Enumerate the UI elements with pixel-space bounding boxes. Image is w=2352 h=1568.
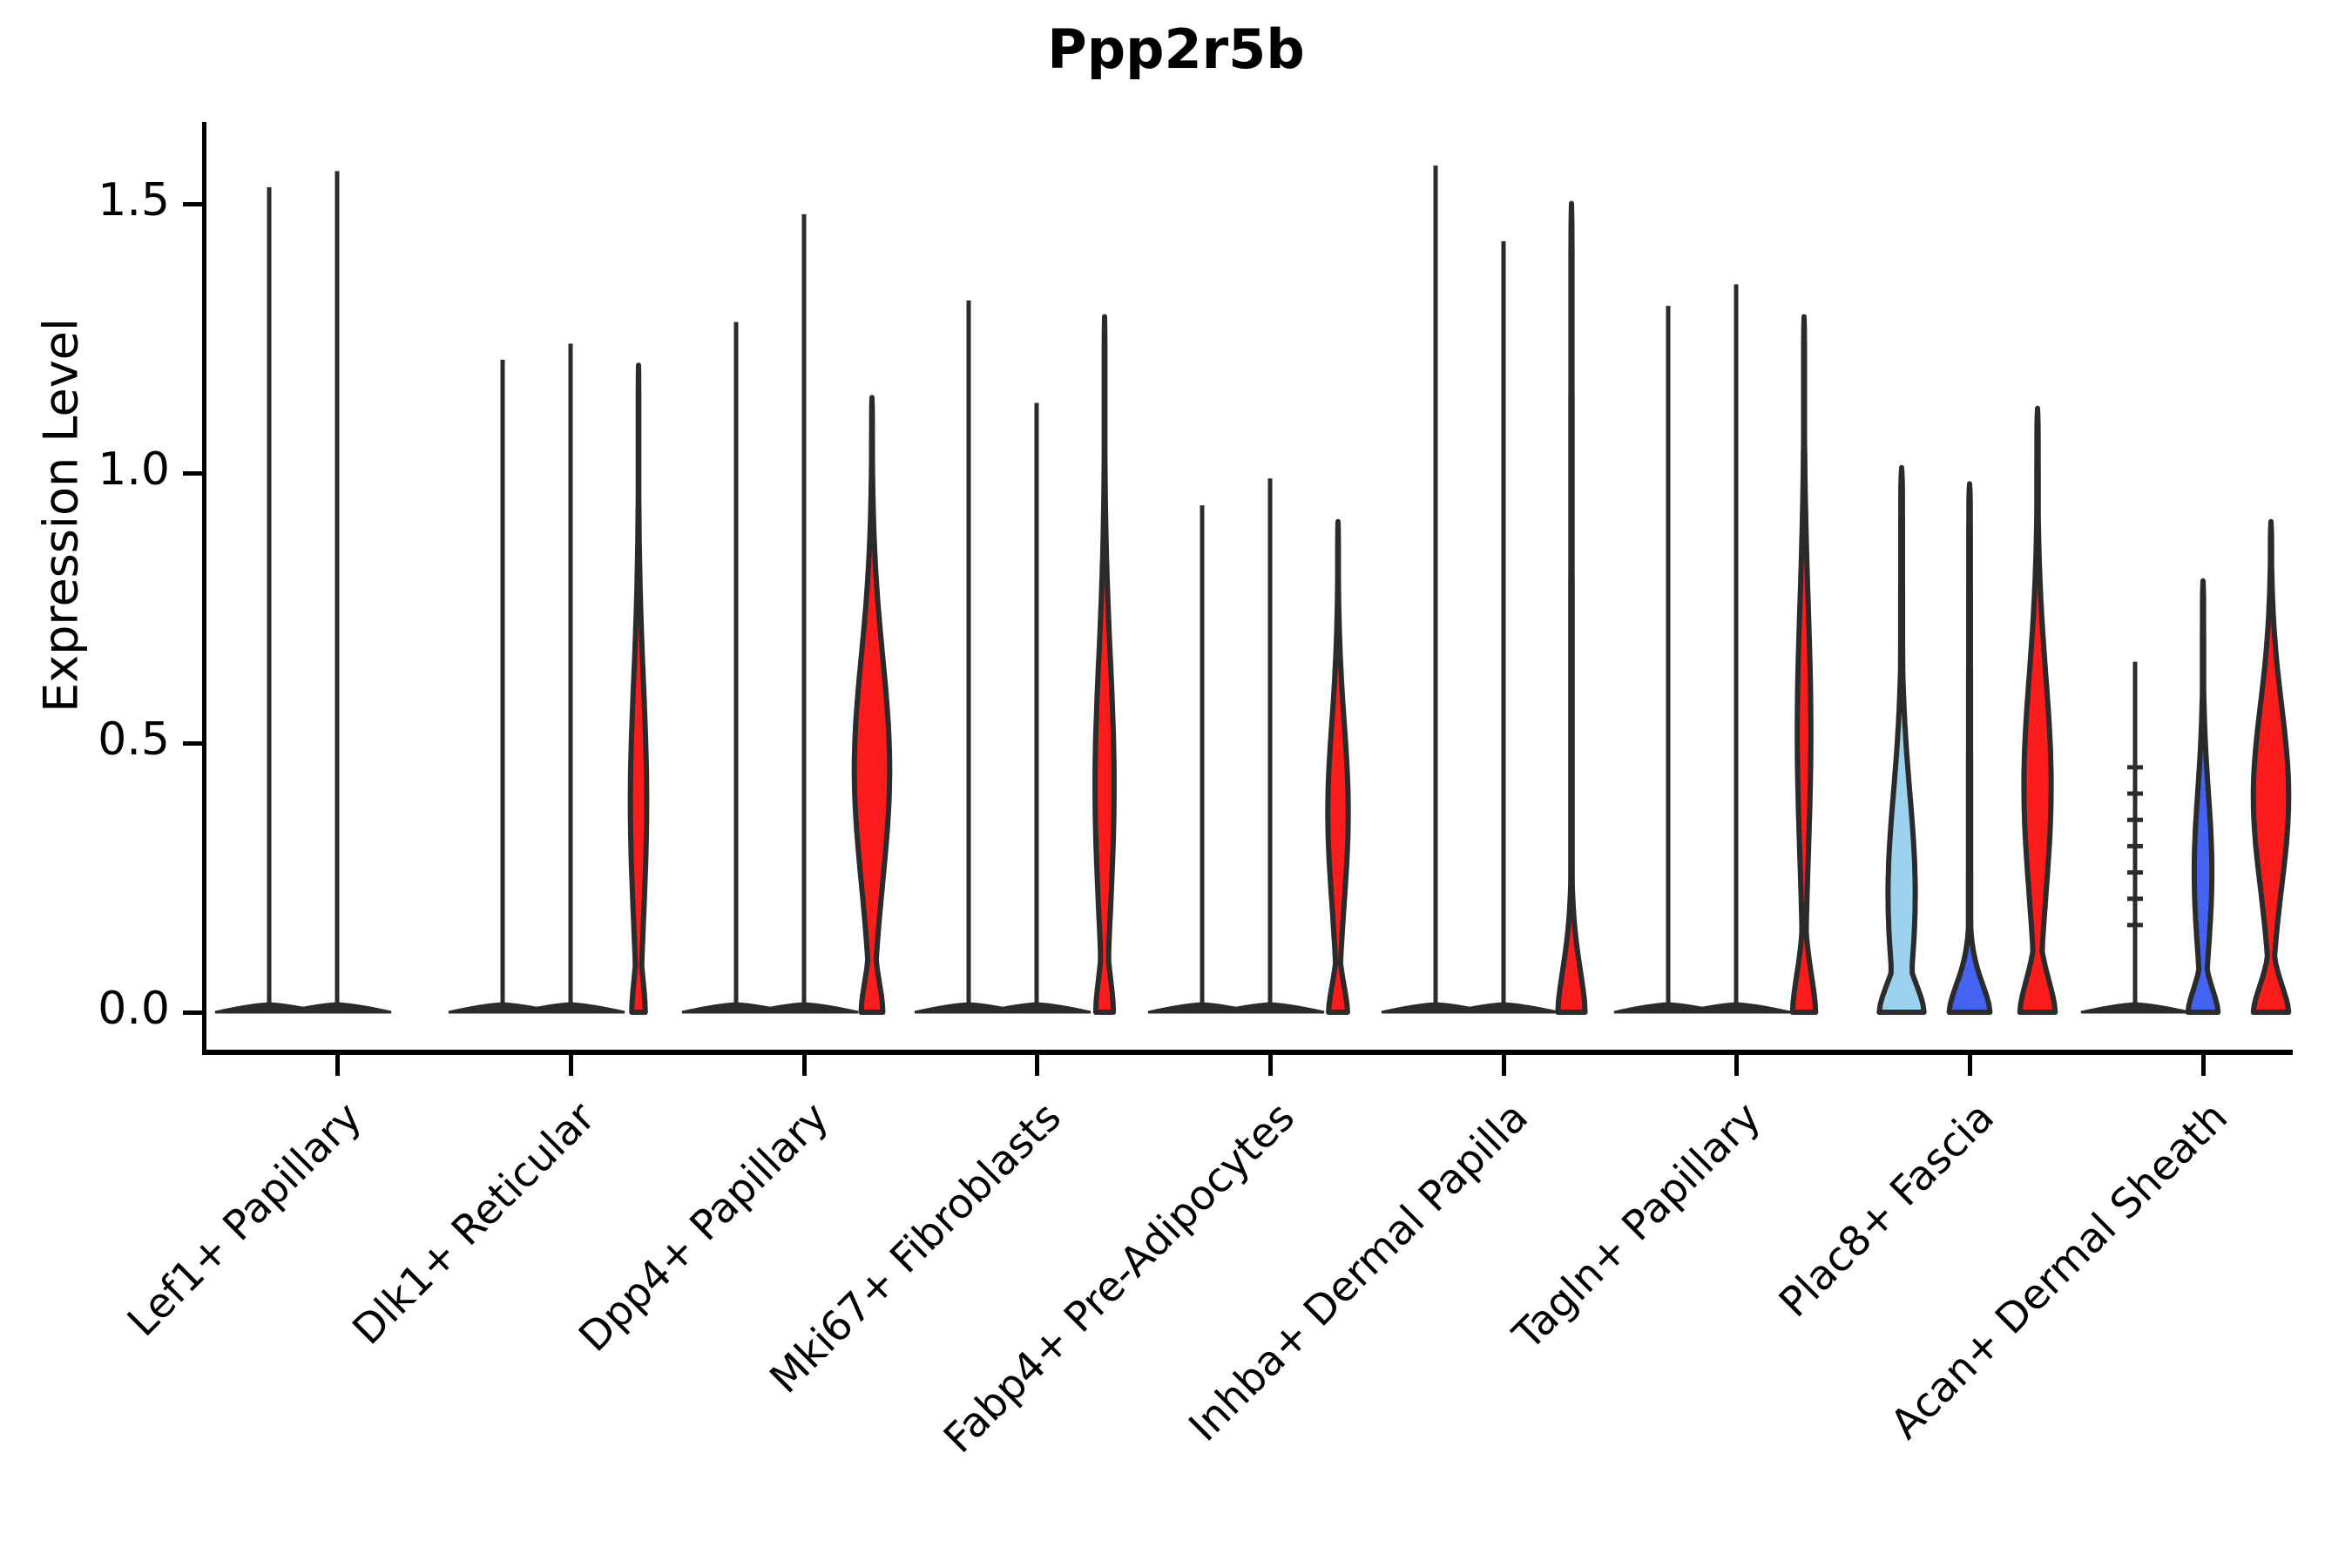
y-tick-0.0 <box>183 1010 202 1015</box>
violin-group-0 <box>214 171 392 1014</box>
y-tick-label: 0.5 <box>98 713 170 766</box>
violin-base-sliver <box>214 1002 324 1014</box>
y-tick-0.5 <box>183 740 202 746</box>
x-tick-label-3: Mki67+ Fibroblasts <box>760 1093 1071 1403</box>
violin-shape <box>1555 200 1588 1015</box>
y-tick-label: 0.0 <box>98 983 170 1035</box>
violin-group-7 <box>1876 405 2058 1015</box>
violin-base-sliver <box>749 1002 859 1014</box>
violin-shape <box>1946 481 1993 1015</box>
violin-density-tick <box>2127 791 2143 796</box>
violin-base-sliver <box>914 1002 1024 1014</box>
x-tick-label-7: Plac8+ Fascia <box>1769 1093 2004 1327</box>
x-tick-4 <box>1268 1055 1273 1076</box>
violin-shape <box>851 395 893 1015</box>
page-title: Ppp2r5b <box>1047 17 1305 81</box>
violin-group-3 <box>914 300 1117 1015</box>
violin-group-2 <box>681 213 893 1015</box>
x-tick-label-6: Tagln+ Papillary <box>1504 1093 1770 1360</box>
violin-base-sliver <box>448 1002 558 1014</box>
violin-group-1 <box>448 343 650 1015</box>
x-tick-label-8: Acan+ Dermal Sheath <box>1882 1093 2237 1449</box>
x-tick-3 <box>1035 1055 1039 1076</box>
violin-group-5 <box>1381 166 1588 1015</box>
violin-shape <box>627 362 650 1015</box>
x-tick-1 <box>569 1055 573 1076</box>
violin-shape <box>1092 314 1117 1015</box>
violin-base-sliver <box>1147 1002 1257 1014</box>
violin-shape <box>1789 314 1819 1015</box>
violin-base-sliver <box>516 1002 625 1014</box>
x-tick-6 <box>1734 1055 1739 1076</box>
violin-base-sliver <box>1449 1002 1558 1014</box>
y-axis-line <box>202 122 206 1054</box>
y-tick-1.0 <box>183 471 202 476</box>
x-tick-label-1: Dlk1+ Reticular <box>343 1093 605 1355</box>
violin-density-tick <box>2127 923 2143 928</box>
violin-density-tick <box>2127 896 2143 902</box>
violin-density-tick <box>2127 817 2143 822</box>
violin-base-sliver <box>282 1002 392 1014</box>
violin-shape <box>2017 405 2058 1015</box>
violin-group-6 <box>1613 284 1819 1015</box>
violin-group-4 <box>1147 478 1351 1015</box>
violin-shape <box>2185 578 2221 1015</box>
x-tick-0 <box>335 1055 340 1076</box>
x-tick-label-5: Inhba+ Dermal Papilla <box>1179 1093 1538 1451</box>
violin-shape <box>2250 518 2292 1015</box>
violin-density-tick <box>2127 843 2143 848</box>
x-tick-7 <box>1968 1055 1972 1076</box>
x-tick-label-2: Dpp4+ Papillary <box>570 1093 838 1362</box>
violin-density-tick <box>2127 765 2143 770</box>
violin-base-sliver <box>1681 1002 1791 1014</box>
y-tick-label: 1.5 <box>98 173 170 226</box>
x-tick-8 <box>2201 1055 2206 1076</box>
x-axis-line <box>202 1050 2293 1055</box>
x-tick-label-4: Fabp4+ Pre-Adipocytes <box>935 1093 1304 1463</box>
violin-shape <box>1876 464 1927 1015</box>
violin-group-8 <box>2080 518 2292 1015</box>
violin-base-sliver <box>2080 1002 2190 1014</box>
violin-density-tick <box>2127 870 2143 875</box>
violin-base-sliver <box>1613 1002 1723 1014</box>
violin-shape <box>1325 518 1351 1015</box>
violin-base-sliver <box>681 1002 791 1014</box>
y-tick-label: 1.0 <box>98 443 170 496</box>
violin-base-sliver <box>982 1002 1092 1014</box>
x-tick-2 <box>802 1055 807 1076</box>
x-tick-5 <box>1502 1055 1506 1076</box>
violin-base-sliver <box>1215 1002 1325 1014</box>
y-tick-1.5 <box>183 201 202 206</box>
violin-base-sliver <box>1381 1002 1490 1014</box>
